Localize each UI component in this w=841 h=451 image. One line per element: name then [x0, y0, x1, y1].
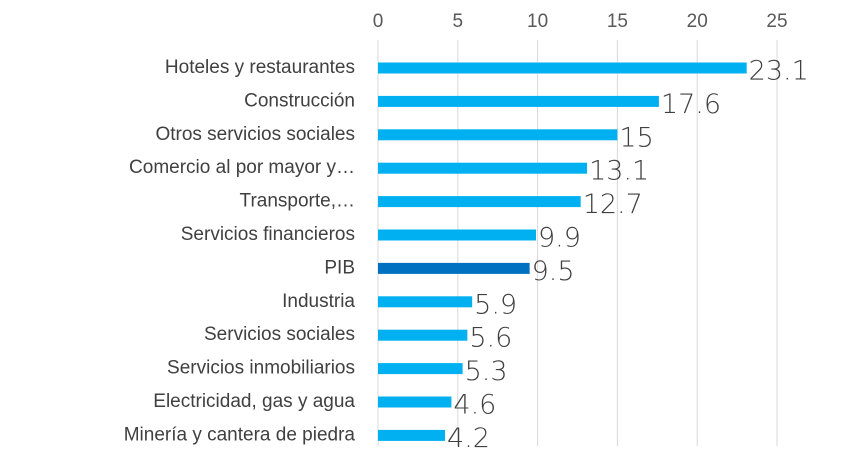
- data-label: 12.7: [583, 189, 643, 220]
- bar: [378, 196, 581, 208]
- bar: [378, 262, 530, 274]
- x-tick-label: 0: [373, 11, 384, 32]
- x-tick-label: 5: [453, 11, 464, 32]
- data-label: 15: [619, 122, 653, 153]
- bar: [378, 396, 452, 408]
- y-tick-label: Servicios financieros: [181, 224, 355, 245]
- data-label: 5.9: [474, 289, 517, 320]
- data-label: 23.1: [749, 56, 809, 87]
- y-tick-label: Hoteles y restaurantes: [165, 57, 355, 78]
- data-label: 9.5: [532, 256, 575, 287]
- y-tick-label: Comercio al por mayor y…: [129, 157, 355, 178]
- y-tick-label: Servicios sociales: [204, 324, 355, 345]
- y-tick-label: PIB: [324, 257, 355, 278]
- y-tick-label: Otros servicios sociales: [155, 124, 355, 145]
- y-tick-label: Industria: [282, 291, 355, 312]
- data-label: 17.6: [661, 89, 721, 120]
- y-tick-label: Electricidad, gas y agua: [153, 391, 355, 412]
- bar: [378, 229, 537, 241]
- data-label: 13.1: [589, 156, 649, 187]
- data-label: 9.9: [538, 223, 581, 254]
- bar: [378, 95, 659, 107]
- data-label: 4.6: [453, 390, 496, 421]
- x-tick-label: 25: [766, 11, 787, 32]
- bar: [378, 296, 473, 308]
- y-tick-label: Construcción: [244, 90, 355, 111]
- x-tick-label: 15: [607, 11, 628, 32]
- y-tick-label: Servicios inmobiliarios: [167, 358, 355, 379]
- y-tick-label: Minería y cantera de piedra: [124, 424, 356, 445]
- data-label: 5.3: [465, 356, 508, 387]
- x-tick-label: 20: [687, 11, 708, 32]
- bar: [378, 329, 468, 341]
- x-tick-label: 10: [527, 11, 548, 32]
- bar: [378, 129, 618, 141]
- bar: [378, 62, 747, 74]
- bar: [378, 429, 446, 441]
- data-label: 5.6: [469, 323, 512, 354]
- bar: [378, 363, 463, 375]
- data-label: 4.2: [447, 423, 490, 451]
- y-tick-label: Transporte,…: [240, 191, 355, 212]
- bar: [378, 162, 588, 174]
